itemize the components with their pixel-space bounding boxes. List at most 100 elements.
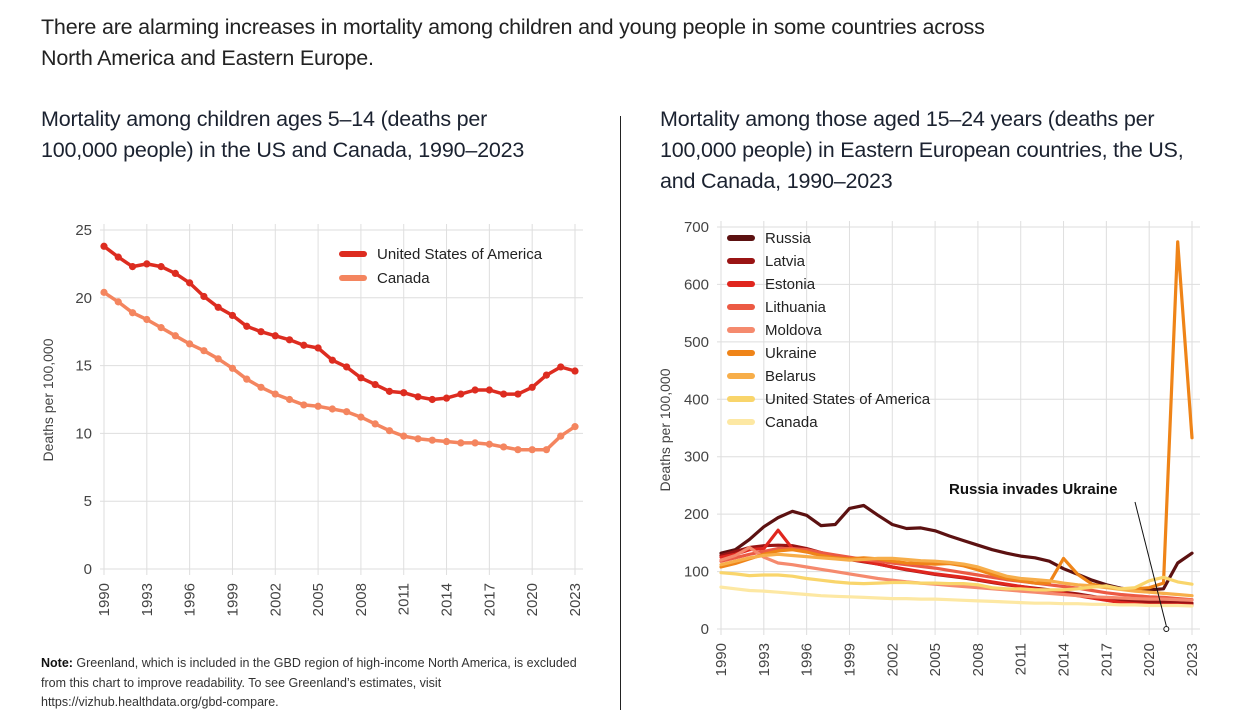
y-tick-label: 0 [701,621,709,638]
x-tick-label: 2017 [1098,643,1115,676]
y-tick-label: 300 [684,449,709,466]
data-point [528,383,536,391]
data-point [328,405,336,413]
legend-label: Latvia [765,253,806,270]
data-point [171,332,179,340]
series-line-united-states-of-america [102,244,577,402]
data-point [442,394,451,402]
data-point [285,395,294,404]
y-ticks: 0 100 200 300 400 500 600 700 [684,219,709,638]
data-point [271,332,279,340]
annotation: Russia invades Ukraine [949,481,1170,632]
y-tick-label: 15 [75,358,92,375]
panel-divider [620,116,621,710]
y-tick-label: 20 [75,290,92,307]
data-point [314,344,322,352]
series-line-canada [719,585,1194,608]
legend-label: Russia [765,230,812,247]
data-point [214,355,222,363]
chart-note: Note: Greenland, which is included in th… [41,654,581,713]
data-point [371,380,379,389]
series-line-united-states-of-america [719,571,1194,592]
legend: Russia Latvia Estonia Lithuania Moldova Ukrai… [727,230,931,431]
x-tick-label: 2002 [884,643,901,676]
x-tick-label: 1993 [756,643,773,676]
data-point [200,292,208,301]
data-point [186,279,194,287]
series-line-canada [102,290,577,452]
data-point [114,298,122,306]
x-tick-label: 1990 [713,643,730,676]
data-point [400,432,408,440]
x-tick-label: 2005 [927,643,944,676]
data-point [214,303,222,311]
data-point [571,367,579,375]
data-point [314,402,322,410]
data-point [343,408,351,416]
data-point [528,446,536,454]
data-point [243,322,251,330]
x-tick-label: 1996 [182,583,199,616]
data-point [457,390,465,398]
data-point [485,386,493,394]
data-point [257,383,265,391]
data-point [186,340,194,348]
legend-label: Canada [765,414,818,431]
legend-label: Moldova [765,322,822,339]
data-point [542,446,551,454]
y-tick-label: 200 [684,506,709,523]
x-tick-label: 2020 [1141,643,1158,676]
x-tick-label: 2020 [524,583,541,616]
y-tick-label: 25 [75,222,92,239]
y-tick-label: 500 [684,334,709,351]
data-point [228,311,237,320]
data-point [257,328,265,336]
note-label: Note: [41,656,73,670]
data-point [557,432,565,440]
data-point [243,375,251,383]
legend-label: Ukraine [765,345,817,362]
data-point [414,393,422,401]
data-point [500,390,508,398]
x-tick-label: 2014 [1056,643,1073,676]
series-line-lithuania [719,546,1194,602]
y-tick-label: 100 [684,564,709,581]
data-point [300,401,308,409]
legend-label: Lithuania [765,299,827,316]
data-point [157,324,165,332]
series-line-moldova [719,545,1194,602]
data-point [371,420,379,428]
data-point [100,288,108,296]
x-tick-label: 2011 [1013,643,1030,675]
x-tick-label: 2008 [970,643,987,676]
x-tick-label: 2011 [396,583,413,615]
data-point [514,390,522,398]
series-lines [719,240,1194,608]
y-axis-label: Deaths per 100,000 [40,338,56,461]
data-point [385,427,394,435]
x-ticks: 1990 1993 1996 1999 2002 2005 2008 2011 2014 2017… [713,643,1201,676]
x-tick-label: 2008 [353,583,370,616]
x-tick-label: 2005 [310,583,327,616]
left-chart-title: Mortality among children ages 5–14 (deat… [41,107,525,162]
legend: United States of America Canada [339,246,543,287]
data-point [400,389,408,397]
data-point [457,439,465,447]
x-tick-label: 2017 [481,583,498,616]
annotation-label: Russia invades Ukraine [949,481,1117,498]
data-point [385,387,394,395]
data-point [357,374,365,382]
x-tick-label: 1993 [139,583,156,616]
y-tick-label: 0 [84,561,92,578]
legend-label: Belarus [765,368,816,385]
legend-label: United States of America [377,246,543,263]
data-point [285,336,294,344]
y-axis-label: Deaths per 100,000 [657,368,673,491]
data-point [228,364,237,372]
x-tick-label: 2002 [267,583,284,616]
data-point [128,309,137,317]
headline: There are alarming increases in mortalit… [41,15,985,70]
annotation-marker [1163,626,1170,632]
data-point [500,443,508,451]
x-tick-label: 1999 [841,643,858,676]
